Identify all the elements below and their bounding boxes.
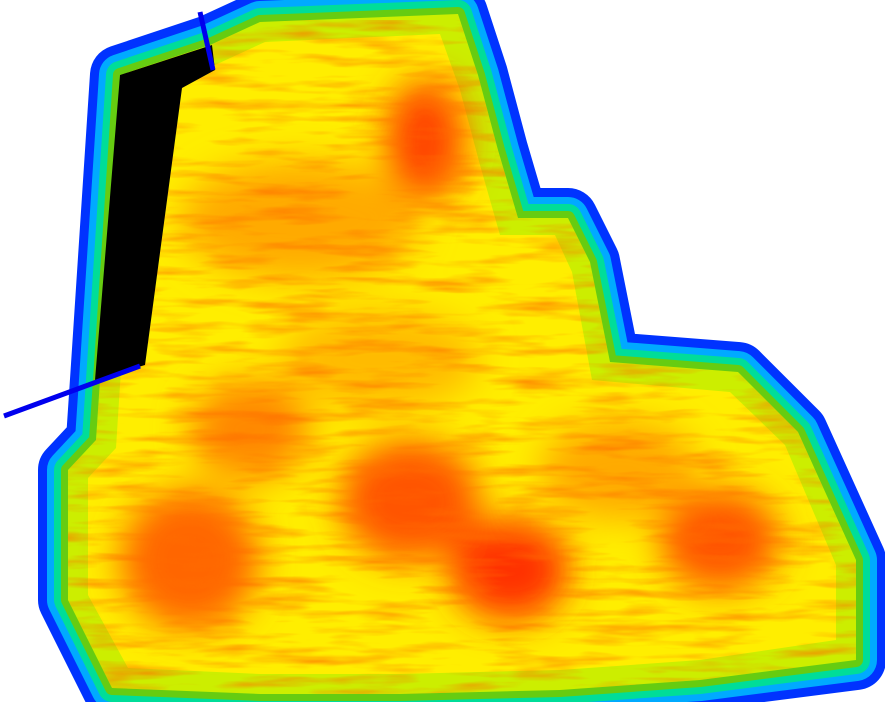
field-heatmap — [0, 0, 885, 702]
page-body — [0, 0, 885, 702]
page: Field heatmap {} html, body { margin: 0;… — [0, 0, 885, 702]
